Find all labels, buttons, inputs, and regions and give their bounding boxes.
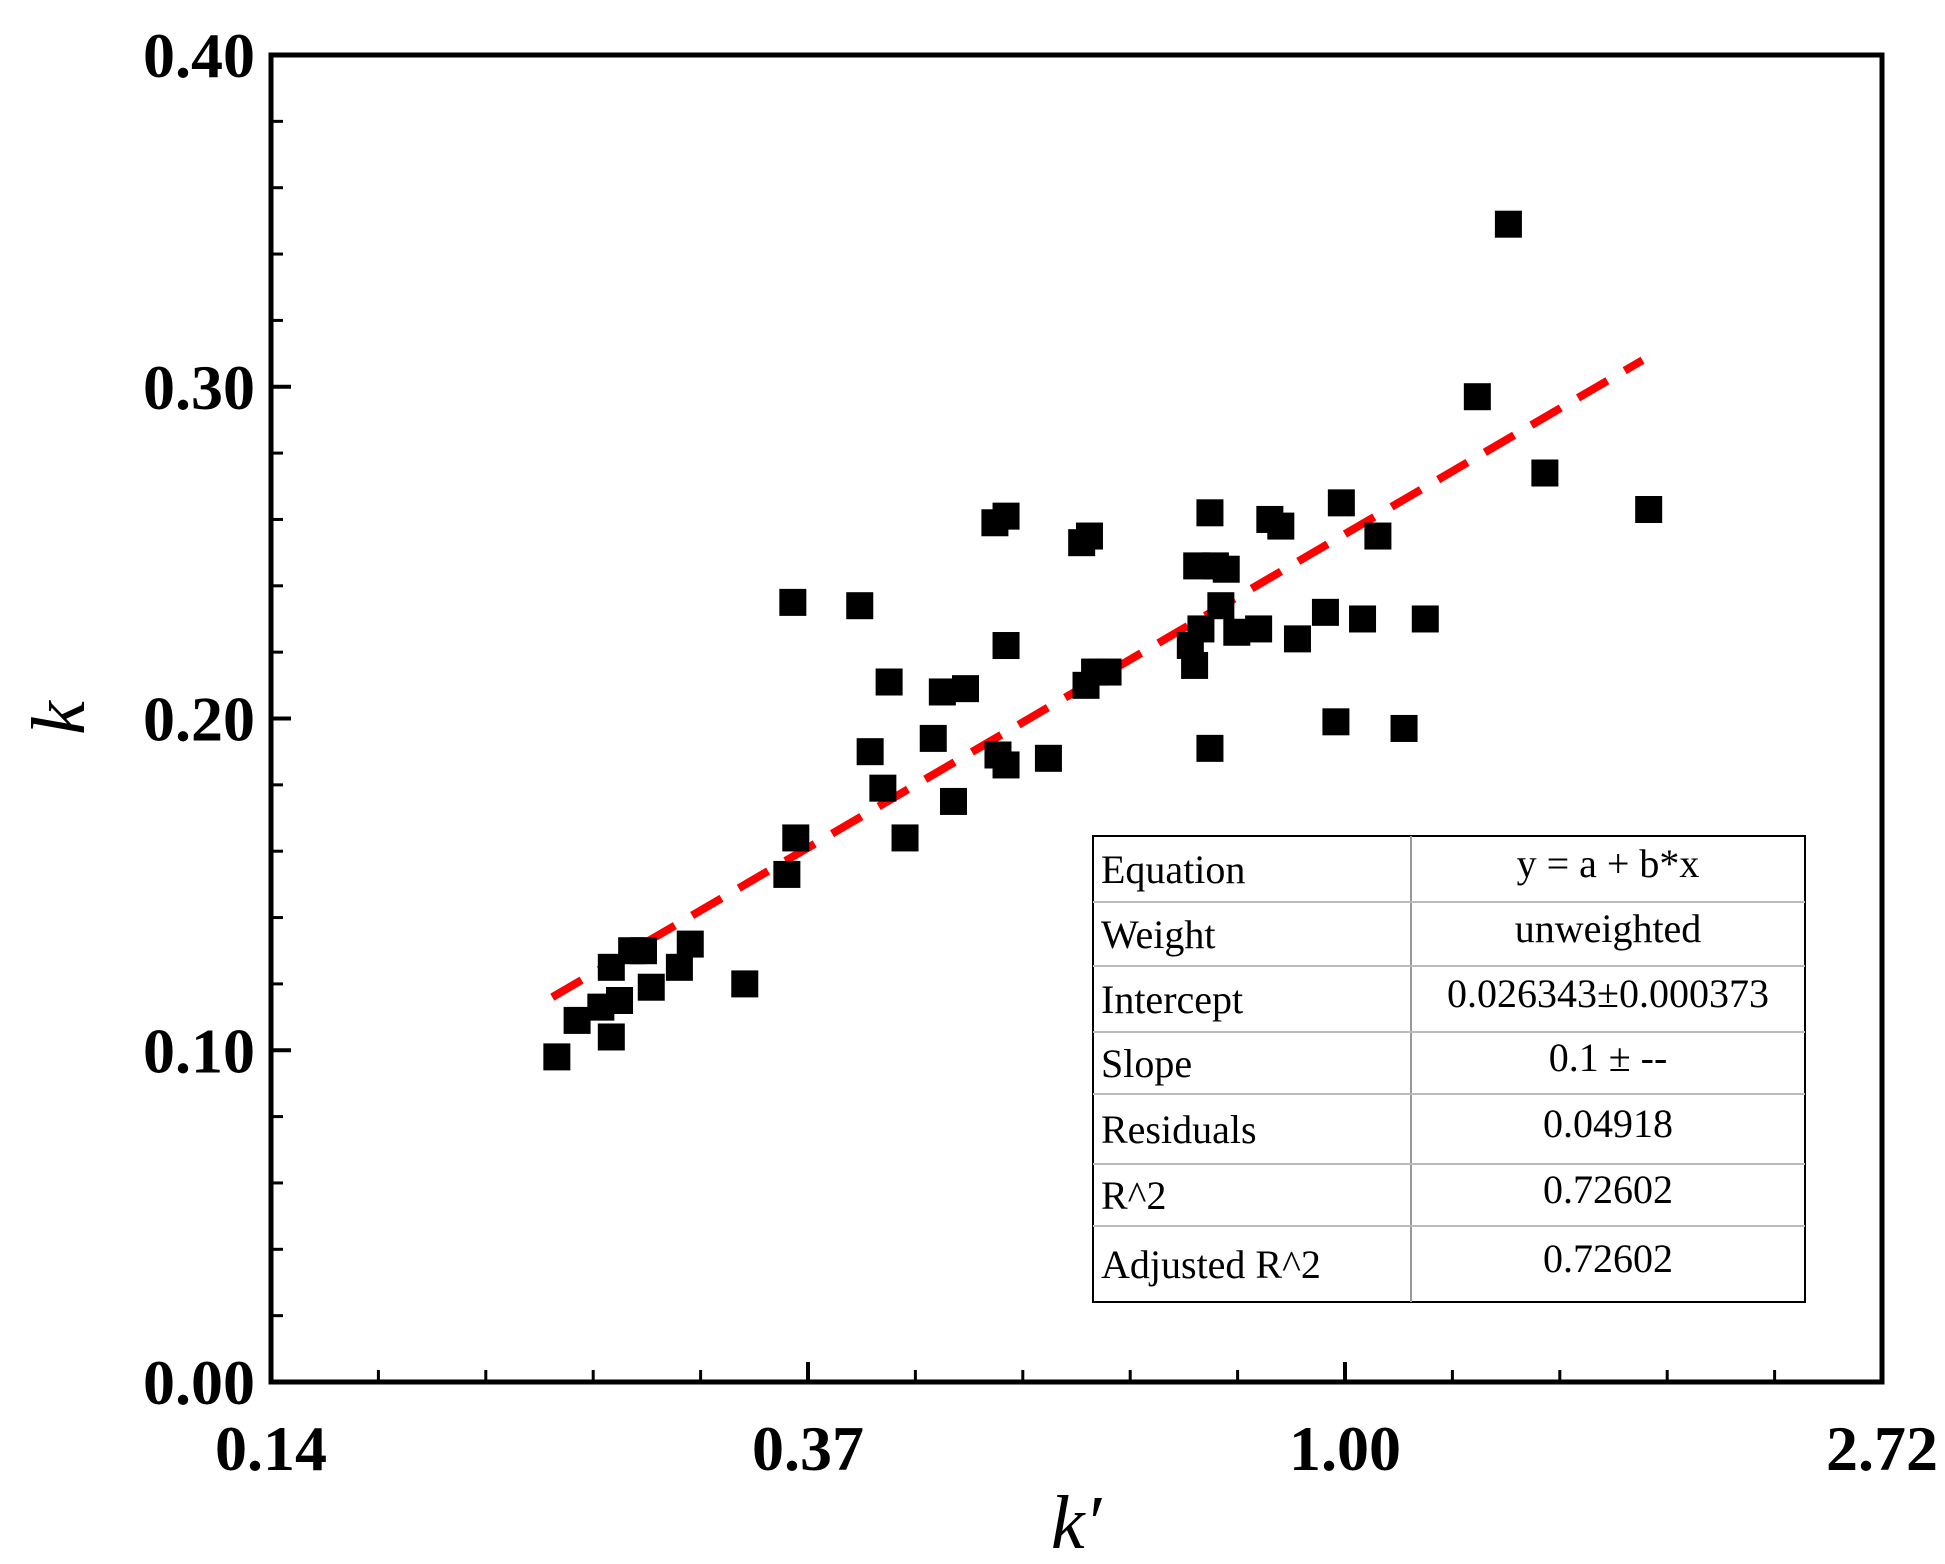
- table-row-value: 0.72602: [1543, 1167, 1673, 1212]
- data-point: [856, 738, 884, 766]
- x-tick-label: 2.72: [1826, 1413, 1938, 1484]
- table-row-label: Equation: [1101, 847, 1245, 892]
- x-tick-label: 1.00: [1289, 1413, 1401, 1484]
- data-point: [939, 787, 967, 815]
- data-point: [606, 986, 634, 1014]
- fit-line: [550, 356, 1645, 1001]
- y-axis-title: k: [17, 700, 101, 735]
- data-point: [1463, 383, 1491, 411]
- data-point: [992, 632, 1020, 660]
- data-point: [637, 973, 665, 1001]
- data-point: [846, 592, 874, 620]
- table-row-label: Adjusted R^2: [1101, 1242, 1321, 1287]
- data-point: [676, 930, 704, 958]
- data-point: [773, 860, 801, 888]
- data-point: [1327, 489, 1355, 517]
- data-point: [928, 678, 956, 706]
- data-point: [1390, 714, 1418, 742]
- data-points: [543, 210, 1663, 1071]
- data-point: [1322, 708, 1350, 736]
- data-point: [1075, 522, 1103, 550]
- y-tick-label: 0.30: [143, 352, 255, 423]
- x-axis: 0.14 0.37 1.00 2.72: [215, 1362, 1938, 1484]
- data-point: [869, 774, 897, 802]
- data-point: [665, 953, 693, 981]
- data-point: [1245, 615, 1273, 643]
- data-point: [731, 970, 759, 998]
- data-point: [1207, 592, 1235, 620]
- table-row-label: Slope: [1101, 1041, 1192, 1086]
- x-tick-label: 0.14: [215, 1413, 327, 1484]
- table-row-label: Weight: [1101, 912, 1216, 957]
- data-point: [629, 937, 657, 965]
- data-point: [597, 1023, 625, 1051]
- data-point: [563, 1006, 591, 1034]
- data-point: [1311, 598, 1339, 626]
- data-point: [1411, 605, 1439, 633]
- data-point: [1196, 499, 1224, 527]
- data-point: [891, 824, 919, 852]
- table-row-label: R^2: [1101, 1173, 1166, 1218]
- data-point: [1034, 744, 1062, 772]
- y-tick-label: 0.40: [143, 20, 255, 91]
- data-point: [875, 668, 903, 696]
- data-point: [1187, 615, 1215, 643]
- data-point: [1094, 658, 1122, 686]
- y-tick-label: 0.10: [143, 1015, 255, 1086]
- data-point: [1267, 512, 1295, 540]
- table-row-label: Intercept: [1101, 977, 1243, 1022]
- data-point: [782, 824, 810, 852]
- data-point: [1494, 210, 1522, 238]
- data-point: [919, 724, 947, 752]
- fit-results-table: Equation y = a + b*x Weight unweighted Inter…: [1092, 835, 1806, 1303]
- table-row-value: unweighted: [1515, 906, 1702, 951]
- data-point: [1349, 605, 1377, 633]
- table-frame: [1092, 835, 1806, 1303]
- data-point: [1364, 522, 1392, 550]
- data-point: [992, 502, 1020, 530]
- x-tick-label: 0.37: [752, 1413, 864, 1484]
- data-point: [1181, 651, 1209, 679]
- data-point: [992, 751, 1020, 779]
- x-axis-title: k′: [1051, 1481, 1103, 1564]
- data-point: [1531, 459, 1559, 487]
- data-point: [1283, 625, 1311, 653]
- y-axis: 0.00 0.10 0.20 0.30 0.40: [143, 20, 291, 1418]
- data-point: [543, 1043, 571, 1071]
- table-row-value: 0.026343±0.000373: [1447, 971, 1769, 1016]
- table-row-value: 0.72602: [1543, 1236, 1673, 1281]
- table-row-value: 0.04918: [1543, 1101, 1673, 1146]
- data-point: [951, 675, 979, 703]
- fit-line-layer: [550, 356, 1645, 1001]
- table-row-value: 0.1 ± --: [1549, 1035, 1668, 1080]
- data-point: [1212, 555, 1240, 583]
- y-tick-label: 0.00: [143, 1347, 255, 1418]
- table-row-value: y = a + b*x: [1517, 841, 1700, 886]
- y-tick-label: 0.20: [143, 684, 255, 755]
- data-point: [779, 588, 807, 616]
- data-point: [1196, 734, 1224, 762]
- table-row-label: Residuals: [1101, 1107, 1257, 1152]
- data-point: [1635, 495, 1663, 523]
